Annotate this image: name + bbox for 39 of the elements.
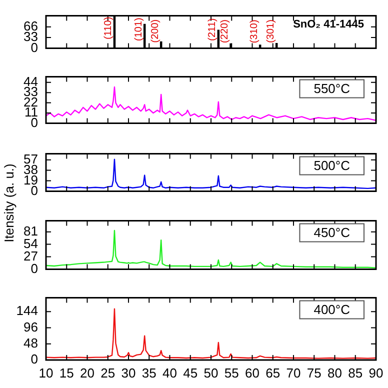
x-tick-label: 25	[100, 365, 116, 380]
annotation: (301)	[265, 20, 276, 43]
y-tick-label: 96	[24, 319, 38, 334]
annotation: SnO₂ 41-1445	[293, 18, 364, 30]
x-tick-label: 90	[368, 365, 384, 380]
y-tick-label: 54	[24, 236, 38, 251]
annotation: (211)	[207, 18, 218, 41]
annotation: 400°C	[314, 302, 350, 317]
x-tick-label: 35	[142, 365, 156, 380]
x-tick-label: 80	[328, 365, 342, 380]
annotation: (200)	[150, 19, 161, 43]
x-tick-label: 60	[245, 365, 260, 380]
y-axis-title: Itensity (a. u.)	[2, 163, 16, 242]
x-tick-label: 65	[266, 365, 280, 380]
x-tick-label: 40	[162, 365, 177, 380]
x-tick-label: 50	[204, 365, 218, 380]
y-tick-label: 81	[24, 223, 38, 238]
x-tick-label: 55	[224, 365, 239, 380]
y-tick-label: 0	[30, 260, 38, 276]
x-tick-label: 15	[59, 365, 74, 380]
annotation: (110)	[103, 16, 114, 40]
annotation: (310)	[248, 20, 260, 44]
annotation: (101)	[133, 18, 144, 41]
y-tick-label: 144	[16, 303, 38, 318]
x-tick-label: 10	[38, 365, 54, 380]
annotation: 450°C	[314, 224, 350, 240]
y-tick-label: 0	[30, 352, 38, 367]
y-tick-label: 27	[24, 248, 38, 264]
x-tick-label: 45	[183, 365, 198, 380]
x-tick-label: 75	[306, 365, 322, 380]
y-tick-label: 48	[24, 335, 38, 350]
x-tick-label: 30	[121, 365, 136, 380]
x-tick-label: 20	[80, 365, 94, 380]
annotation: 550°C	[314, 80, 350, 96]
x-tick-label: 85	[348, 365, 363, 380]
x-tick-label: 70	[286, 365, 301, 380]
annotation: 500°C	[314, 158, 350, 173]
annotation: (220)	[220, 20, 231, 43]
y-tick-label: 66	[24, 18, 38, 34]
